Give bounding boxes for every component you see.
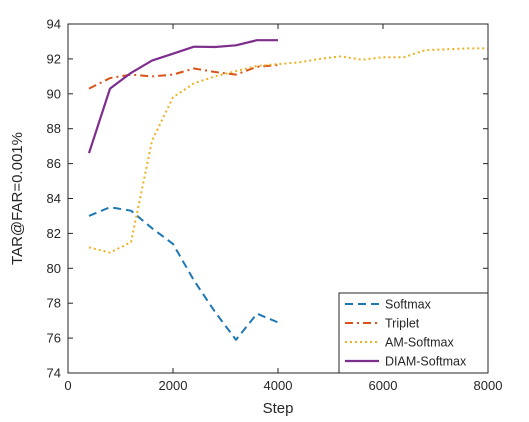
series-line-diam-softmax (87, 39, 278, 154)
y-tick-label: 90 (47, 86, 61, 101)
y-tick-label: 78 (47, 296, 61, 311)
legend-label: AM-Softmax (385, 336, 455, 350)
y-tick-label: 76 (47, 331, 61, 346)
series-line-am-softmax (88, 47, 488, 254)
y-tick-label: 92 (47, 51, 61, 66)
y-axis-title: TAR@FAR=0.001% (9, 132, 26, 265)
x-axis-title: Step (263, 400, 294, 417)
y-tick-label: 80 (47, 261, 61, 276)
y-tick-label: 74 (47, 366, 61, 381)
series-line-softmax (88, 206, 279, 341)
y-tick-label: 82 (47, 226, 61, 241)
y-tick-label: 88 (47, 121, 61, 136)
x-tick-label: 8000 (474, 378, 503, 393)
ticks-layer: 0 2000 4000 6000 8000 74 76 78 80 82 84 86 88 90 92 94 (47, 17, 503, 394)
legend-label: Softmax (385, 298, 432, 312)
legend: Softmax Triplet AM-Softmax DIAM-Softmax (338, 292, 489, 374)
x-tick-label: 0 (64, 378, 71, 393)
x-tick-label: 6000 (369, 378, 398, 393)
legend-label: Triplet (385, 317, 420, 331)
y-tick-label: 84 (47, 191, 61, 206)
y-tick-label: 86 (47, 156, 61, 171)
legend-label: DIAM-Softmax (385, 355, 467, 369)
y-tick-label: 94 (47, 17, 61, 32)
x-tick-label: 2000 (159, 378, 188, 393)
legend-box (338, 292, 489, 374)
x-tick-label: 4000 (264, 378, 293, 393)
series-line-triplet (88, 64, 279, 90)
series-layer (87, 39, 488, 341)
